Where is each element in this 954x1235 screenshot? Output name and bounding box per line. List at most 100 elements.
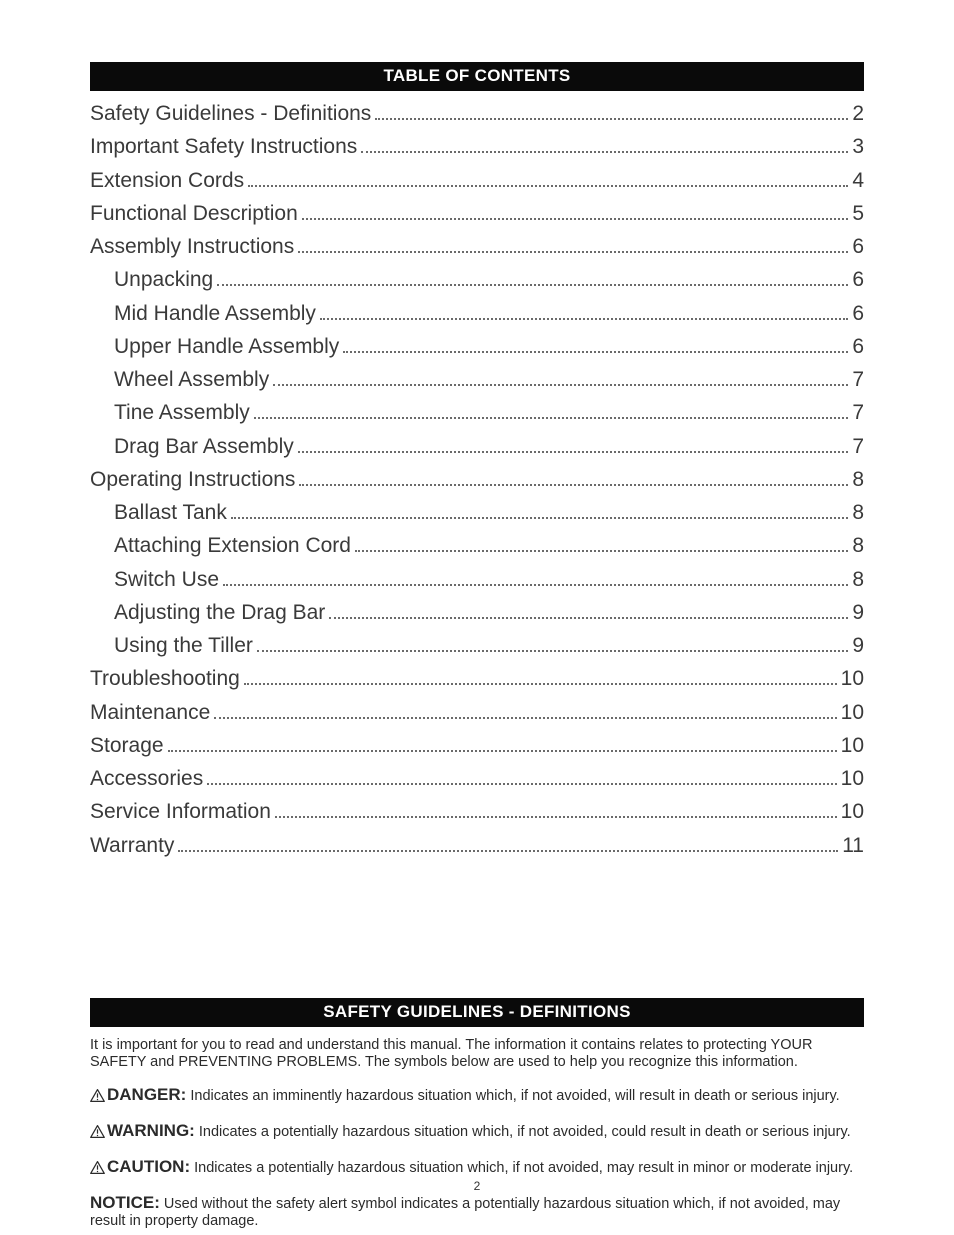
toc-label: Ballast Tank xyxy=(114,500,227,526)
toc-leader-dots xyxy=(302,203,849,220)
toc-page-number: 6 xyxy=(852,334,864,360)
toc-leader-dots xyxy=(299,469,848,486)
toc-page-number: 3 xyxy=(852,134,864,160)
toc-row: Upper Handle Assembly 6 xyxy=(90,334,864,360)
toc-row: Functional Description 5 xyxy=(90,201,864,227)
toc-page-number: 6 xyxy=(852,301,864,327)
toc-page-number: 11 xyxy=(842,833,864,859)
toc-leader-dots xyxy=(329,602,848,619)
toc-row: Drag Bar Assembly 7 xyxy=(90,434,864,460)
toc-leader-dots xyxy=(275,802,837,819)
safety-keyword: WARNING: xyxy=(107,1121,195,1140)
toc-row: Warranty 11 xyxy=(90,833,864,859)
spacer xyxy=(90,866,864,998)
safety-intro-text: It is important for you to read and unde… xyxy=(90,1037,864,1071)
toc-page-number: 5 xyxy=(852,201,864,227)
toc-row: Using the Tiller 9 xyxy=(90,633,864,659)
toc-row: Storage10 xyxy=(90,733,864,759)
toc-page-number: 8 xyxy=(852,533,864,559)
toc-label: Unpacking xyxy=(114,267,213,293)
toc-leader-dots xyxy=(375,103,848,120)
toc-row: Attaching Extension Cord 8 xyxy=(90,533,864,559)
toc-page-number: 9 xyxy=(852,600,864,626)
toc-page-number: 8 xyxy=(852,567,864,593)
toc-row: Troubleshooting 10 xyxy=(90,666,864,692)
toc-label: Mid Handle Assembly xyxy=(114,301,316,327)
toc-label: Using the Tiller xyxy=(114,633,253,659)
safety-header: SAFETY GUIDELINES - DEFINITIONS xyxy=(90,998,864,1027)
toc-label: Warranty xyxy=(90,833,174,859)
toc-label: Maintenance xyxy=(90,700,210,726)
toc-page-number: 8 xyxy=(852,500,864,526)
toc-leader-dots xyxy=(361,137,848,154)
safety-text: Indicates a potentially hazardous situat… xyxy=(195,1124,851,1140)
toc-page-number: 10 xyxy=(841,799,864,825)
safety-item: NOTICE: Used without the safety alert sy… xyxy=(90,1193,864,1230)
warning-triangle-icon xyxy=(90,1161,105,1179)
toc-row: Unpacking 6 xyxy=(90,267,864,293)
toc-label: Adjusting the Drag Bar xyxy=(114,600,325,626)
toc-page-number: 6 xyxy=(852,234,864,260)
warning-triangle-icon xyxy=(90,1125,105,1143)
toc-leader-dots xyxy=(273,369,848,386)
toc-row: Service Information 10 xyxy=(90,799,864,825)
toc-row: Safety Guidelines - Definitions 2 xyxy=(90,101,864,127)
toc-row: Operating Instructions 8 xyxy=(90,467,864,493)
toc-leader-dots xyxy=(257,635,848,652)
page-number: 2 xyxy=(0,1179,954,1193)
safety-item: DANGER: Indicates an imminently hazardou… xyxy=(90,1085,864,1107)
toc-page-number: 7 xyxy=(852,367,864,393)
toc-page-number: 4 xyxy=(852,168,864,194)
toc-leader-dots xyxy=(178,835,838,852)
toc-page-number: 2 xyxy=(852,101,864,127)
toc-page-number: 8 xyxy=(852,467,864,493)
toc-label: Drag Bar Assembly xyxy=(114,434,294,460)
toc-row: Maintenance 10 xyxy=(90,700,864,726)
toc-row: Mid Handle Assembly 6 xyxy=(90,301,864,327)
warning-triangle-icon xyxy=(90,1089,105,1107)
toc-label: Wheel Assembly xyxy=(114,367,269,393)
toc-label: Attaching Extension Cord xyxy=(114,533,351,559)
safety-keyword: DANGER: xyxy=(107,1085,186,1104)
safety-item: CAUTION: Indicates a potentially hazardo… xyxy=(90,1157,864,1179)
toc-label: Assembly Instructions xyxy=(90,234,294,260)
toc-row: Adjusting the Drag Bar 9 xyxy=(90,600,864,626)
toc-leader-dots xyxy=(214,702,836,719)
toc-page-number: 10 xyxy=(841,766,864,792)
toc-label: Service Information xyxy=(90,799,271,825)
toc-label: Upper Handle Assembly xyxy=(114,334,339,360)
toc-leader-dots xyxy=(298,236,848,253)
toc-leader-dots xyxy=(223,569,848,586)
table-of-contents: Safety Guidelines - Definitions2Importan… xyxy=(90,101,864,859)
toc-leader-dots xyxy=(207,768,836,785)
toc-row: Wheel Assembly 7 xyxy=(90,367,864,393)
safety-text: Indicates a potentially hazardous situat… xyxy=(190,1160,853,1176)
toc-page-number: 7 xyxy=(852,400,864,426)
toc-leader-dots xyxy=(168,735,837,752)
safety-item: WARNING: Indicates a potentially hazardo… xyxy=(90,1121,864,1143)
toc-row: Extension Cords4 xyxy=(90,168,864,194)
toc-leader-dots xyxy=(343,336,848,353)
toc-label: Accessories xyxy=(90,766,203,792)
toc-row: Switch Use 8 xyxy=(90,567,864,593)
toc-label: Safety Guidelines - Definitions xyxy=(90,101,371,127)
toc-leader-dots xyxy=(355,536,848,553)
safety-text: Used without the safety alert symbol ind… xyxy=(90,1196,840,1229)
toc-page-number: 10 xyxy=(841,733,864,759)
toc-label: Switch Use xyxy=(114,567,219,593)
toc-row: Tine Assembly 7 xyxy=(90,400,864,426)
toc-leader-dots xyxy=(320,303,848,320)
toc-leader-dots xyxy=(217,270,848,287)
toc-label: Functional Description xyxy=(90,201,298,227)
safety-keyword: CAUTION: xyxy=(107,1157,190,1176)
toc-leader-dots xyxy=(231,502,848,519)
toc-label: Tine Assembly xyxy=(114,400,250,426)
toc-leader-dots xyxy=(298,436,849,453)
toc-page-number: 6 xyxy=(852,267,864,293)
toc-row: Ballast Tank 8 xyxy=(90,500,864,526)
toc-row: Assembly Instructions 6 xyxy=(90,234,864,260)
toc-label: Operating Instructions xyxy=(90,467,295,493)
toc-page-number: 9 xyxy=(852,633,864,659)
toc-page-number: 10 xyxy=(841,700,864,726)
safety-text: Indicates an imminently hazardous situat… xyxy=(186,1088,839,1104)
